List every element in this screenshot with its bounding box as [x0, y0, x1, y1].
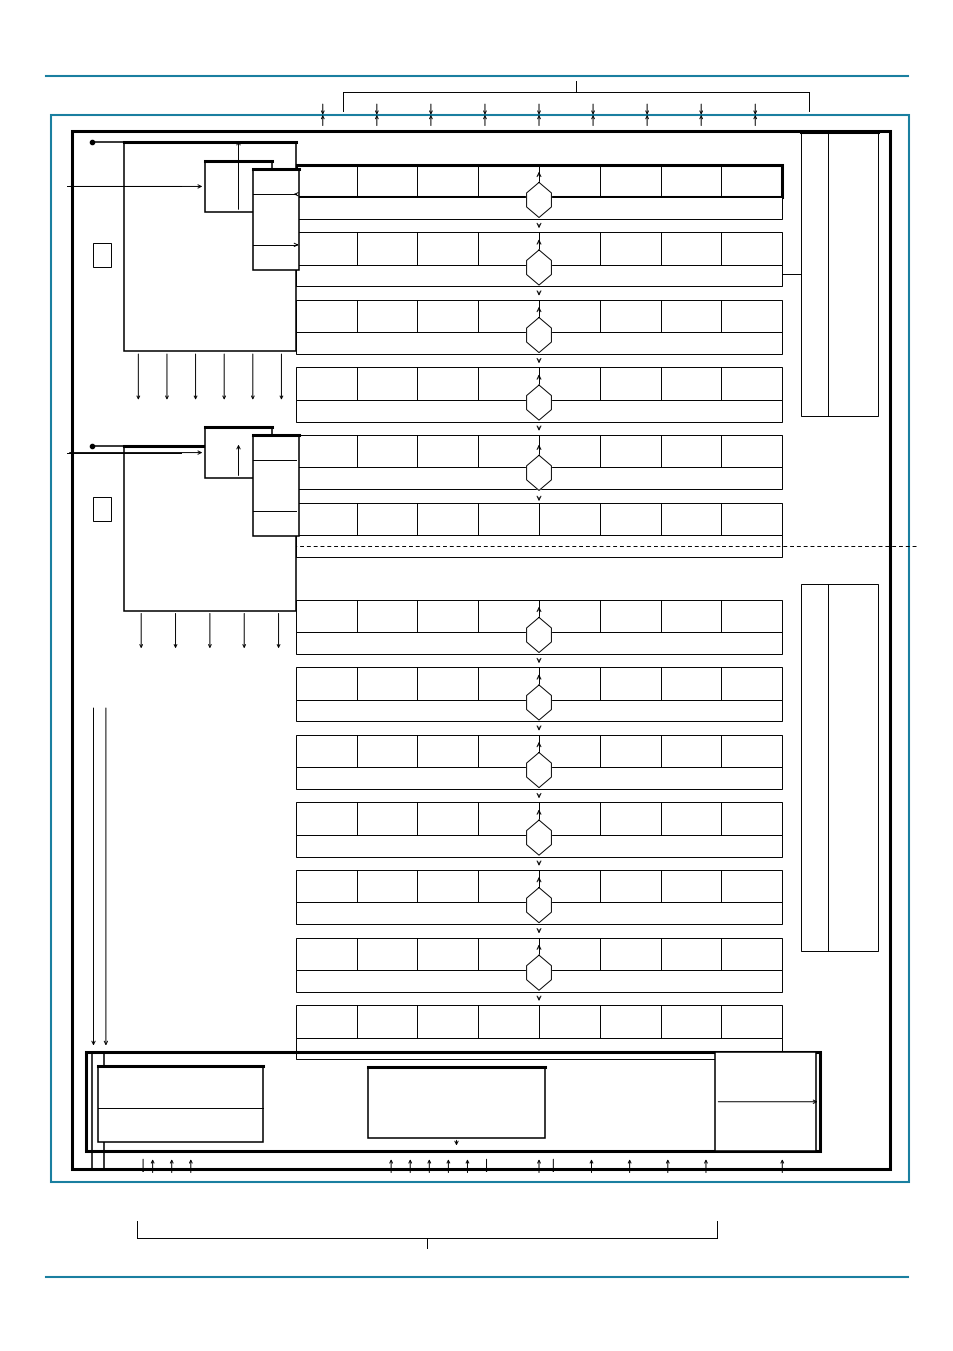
- Bar: [295, 435, 781, 467]
- Bar: [93, 497, 111, 521]
- Polygon shape: [526, 317, 551, 353]
- Polygon shape: [526, 753, 551, 788]
- Bar: [295, 667, 781, 700]
- Bar: [205, 427, 272, 478]
- Polygon shape: [526, 685, 551, 720]
- Bar: [124, 446, 295, 611]
- Bar: [253, 435, 298, 536]
- Bar: [86, 1052, 820, 1151]
- Bar: [295, 600, 781, 632]
- Polygon shape: [526, 820, 551, 855]
- Polygon shape: [526, 455, 551, 490]
- Bar: [801, 132, 877, 416]
- Bar: [295, 767, 781, 789]
- Bar: [295, 938, 781, 970]
- Bar: [93, 243, 111, 267]
- Bar: [295, 232, 781, 265]
- Bar: [71, 131, 889, 1169]
- Bar: [295, 332, 781, 354]
- Bar: [124, 142, 295, 351]
- Polygon shape: [526, 888, 551, 923]
- Polygon shape: [526, 182, 551, 218]
- Bar: [295, 1038, 781, 1059]
- Bar: [715, 1052, 815, 1151]
- Bar: [295, 503, 781, 535]
- Bar: [295, 197, 781, 219]
- Bar: [295, 1005, 781, 1038]
- Bar: [295, 735, 781, 767]
- Bar: [295, 400, 781, 422]
- Polygon shape: [526, 385, 551, 420]
- Bar: [295, 835, 781, 857]
- Bar: [295, 300, 781, 332]
- Bar: [295, 467, 781, 489]
- Bar: [295, 870, 781, 902]
- Bar: [295, 970, 781, 992]
- Bar: [295, 802, 781, 835]
- Bar: [295, 700, 781, 721]
- Bar: [295, 265, 781, 286]
- Bar: [295, 535, 781, 557]
- Bar: [801, 584, 877, 951]
- Polygon shape: [526, 250, 551, 285]
- Bar: [295, 367, 781, 400]
- Polygon shape: [526, 617, 551, 653]
- Bar: [368, 1067, 544, 1138]
- Bar: [253, 169, 298, 270]
- Bar: [205, 161, 272, 212]
- Bar: [51, 115, 908, 1182]
- Polygon shape: [526, 955, 551, 990]
- Bar: [295, 632, 781, 654]
- Bar: [98, 1066, 263, 1142]
- Bar: [295, 165, 781, 197]
- Bar: [295, 902, 781, 924]
